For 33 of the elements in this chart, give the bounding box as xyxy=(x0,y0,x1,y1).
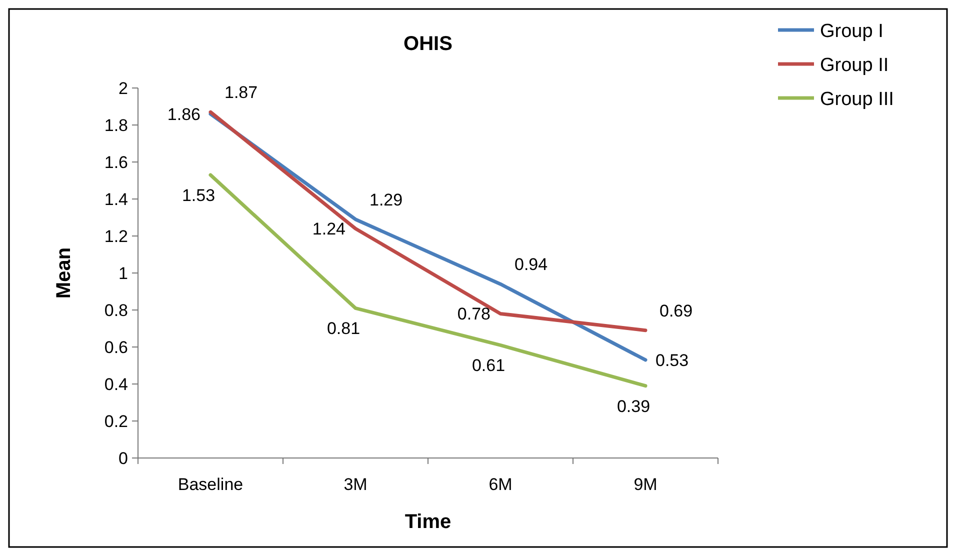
x-tick-label: Baseline xyxy=(178,475,244,494)
x-axis-title: Time xyxy=(404,511,452,533)
legend-label: Group III xyxy=(820,89,894,110)
data-label: 0.39 xyxy=(616,396,650,416)
data-label: 0.69 xyxy=(660,301,693,320)
x-tick-label: 9M xyxy=(634,475,658,494)
data-label: 0.53 xyxy=(656,350,689,370)
x-tick-label: 3M xyxy=(344,475,368,494)
legend-label: Group II xyxy=(820,55,889,76)
data-label: 1.24 xyxy=(312,220,346,239)
legend-label: Group I xyxy=(820,21,884,42)
y-tick-label: 0.4 xyxy=(104,375,128,394)
y-axis-title: Mean xyxy=(53,247,75,299)
chart-title: OHIS xyxy=(404,33,452,55)
y-tick-label: 1.2 xyxy=(104,227,128,246)
data-label: 1.29 xyxy=(370,190,403,210)
x-tick-label: 6M xyxy=(488,475,512,494)
y-tick-label: 0.8 xyxy=(104,301,128,320)
data-label: 0.78 xyxy=(457,304,490,324)
data-label: 0.81 xyxy=(326,319,360,338)
data-label: 0.61 xyxy=(472,356,506,376)
data-label: 1.86 xyxy=(167,104,200,124)
y-tick-label: 1 xyxy=(118,264,128,283)
data-label: 1.53 xyxy=(182,186,216,205)
y-tick-label: 1.6 xyxy=(104,153,128,172)
y-tick-label: 1.8 xyxy=(104,116,128,135)
data-label: 0.94 xyxy=(514,255,548,274)
data-label: 1.87 xyxy=(224,83,258,102)
y-tick-label: 0.2 xyxy=(104,412,128,431)
y-tick-label: 1.4 xyxy=(104,190,128,209)
y-tick-label: 0 xyxy=(118,449,128,468)
y-tick-label: 2 xyxy=(118,79,128,98)
y-tick-label: 0.6 xyxy=(104,338,128,357)
